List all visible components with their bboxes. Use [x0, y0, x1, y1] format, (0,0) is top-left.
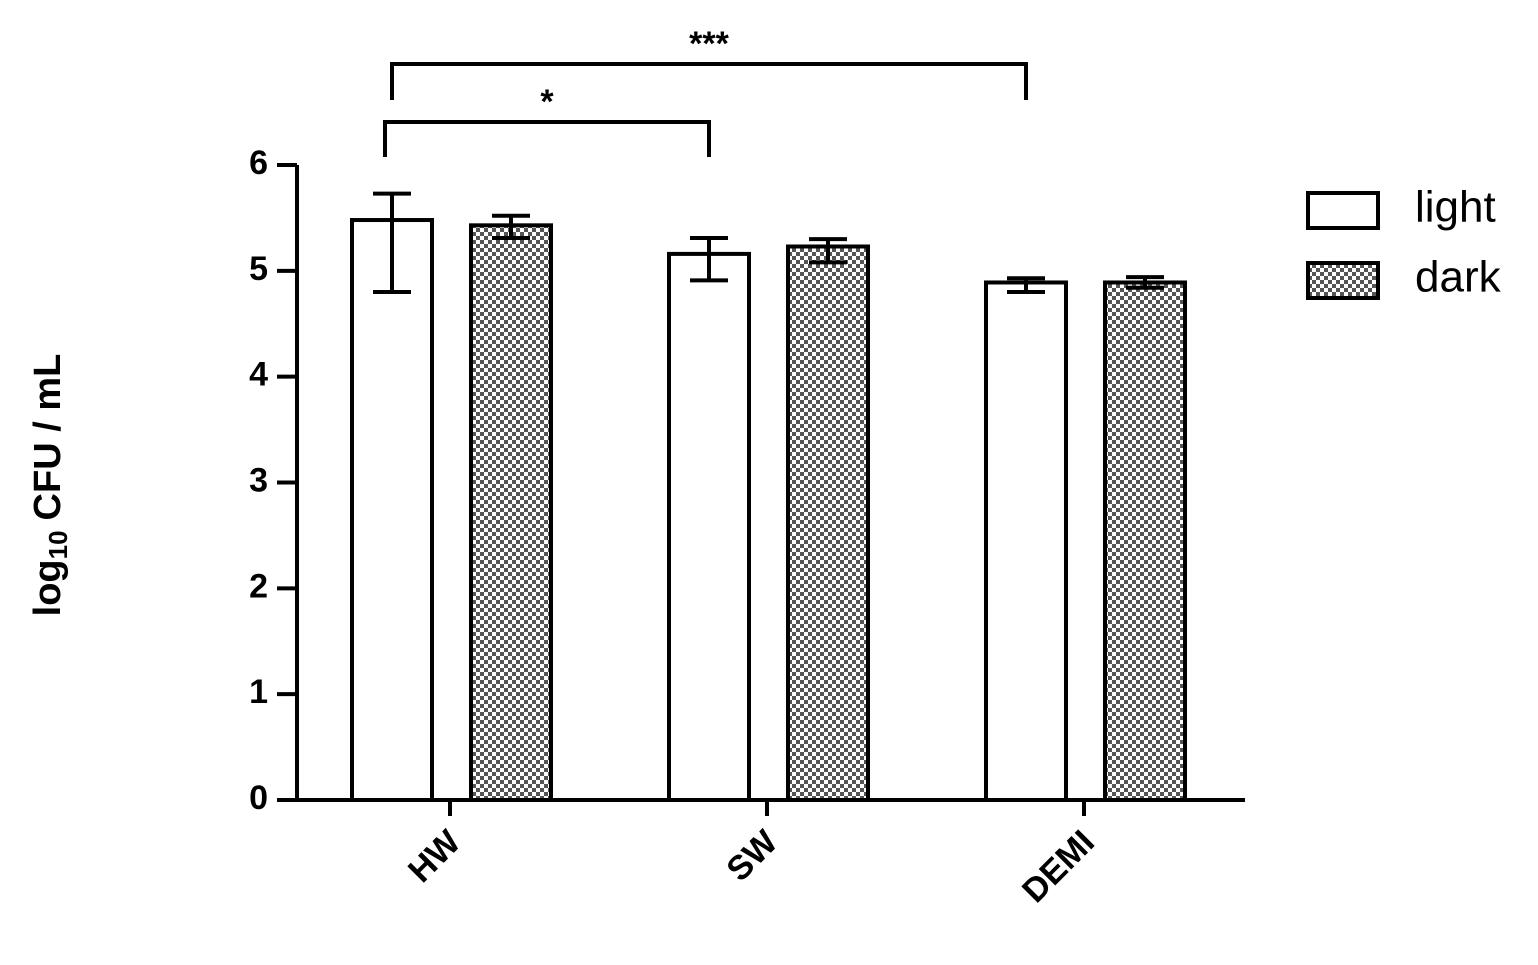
x-tick-label: SW	[719, 823, 785, 889]
x-tick-label: DEMI	[1015, 823, 1102, 910]
y-axis-label: log10 CFU / mL	[27, 354, 73, 617]
y-tick-label: 6	[249, 144, 268, 182]
y-tick-label: 1	[249, 673, 268, 711]
bar	[984, 280, 1068, 803]
significance-bracket	[383, 120, 711, 157]
legend-swatch	[1306, 191, 1380, 230]
y-label-unit: CFU / mL	[27, 354, 69, 521]
significance-bracket	[390, 62, 1028, 100]
y-tick-label: 2	[249, 567, 268, 605]
x-tick-label: HW	[401, 823, 469, 891]
bar	[786, 244, 870, 803]
legend-swatch	[1306, 261, 1380, 300]
bar	[350, 218, 434, 803]
legend-label: light	[1415, 183, 1496, 232]
y-tick-label: 5	[249, 250, 268, 288]
y-label-subscript: 10	[43, 530, 73, 559]
y-tick-label: 4	[249, 356, 268, 394]
y-tick-label: 3	[249, 461, 268, 499]
bar	[469, 223, 553, 802]
significance-label: *	[540, 83, 554, 121]
bar	[667, 251, 751, 802]
y-tick-label: 0	[249, 779, 268, 817]
legend-label: dark	[1415, 253, 1502, 302]
significance-label: ***	[689, 25, 729, 63]
bar	[1103, 280, 1187, 803]
y-label-text: log	[27, 559, 69, 616]
